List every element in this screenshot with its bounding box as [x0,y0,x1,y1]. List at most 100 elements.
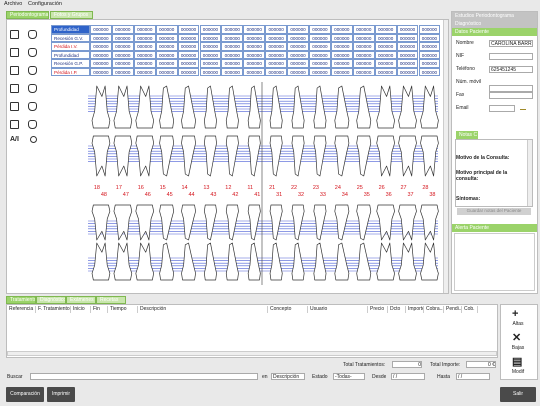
perio-cell[interactable]: 000000 [243,59,266,68]
column-header[interactable]: Pendi... [446,306,462,313]
tool-icon[interactable] [10,84,19,93]
perio-cell[interactable]: 000000 [199,67,222,76]
perio-cell[interactable]: 000000 [330,25,353,34]
tool-ai[interactable]: A/I [10,136,19,143]
bottom-tab[interactable]: Recetas [96,296,126,304]
perio-cell[interactable]: 000000 [330,50,353,59]
perio-cell[interactable]: 000000 [265,59,288,68]
tool-icon[interactable] [28,84,37,93]
perio-cell[interactable]: 000000 [221,25,244,34]
column-header[interactable]: Importe [408,306,424,313]
column-header[interactable]: Fin [91,306,108,313]
perio-cell[interactable]: 000000 [243,33,266,42]
tool-icon[interactable] [28,102,37,111]
tool-icon[interactable] [10,120,19,129]
perio-cell[interactable]: 000000 [133,59,156,68]
field-input[interactable]: 625451245 [489,66,533,73]
field-input[interactable] [489,53,533,60]
perio-cell[interactable]: 000000 [287,33,309,42]
tool-icon[interactable] [10,48,19,57]
column-header[interactable]: Concepto [268,306,308,313]
tool-icon[interactable] [10,66,19,75]
tool-icon[interactable] [28,120,37,129]
side-tab[interactable]: Estudios Periodontograma [452,12,537,20]
perio-cell[interactable]: 000000 [133,50,156,59]
column-header[interactable]: Dcto [388,306,406,313]
perio-cell[interactable]: 000000 [352,33,375,42]
perio-cell[interactable]: 000000 [374,50,397,59]
perio-cell[interactable]: 000000 [309,50,331,59]
column-header[interactable]: Cob. [462,306,478,313]
column-header[interactable]: Precio [368,306,388,313]
perio-cell[interactable]: 000000 [309,59,331,68]
column-header[interactable]: Cobra... [426,306,444,313]
menu-item[interactable]: Archivo [4,1,23,7]
search-input[interactable] [30,373,258,380]
perio-cell[interactable]: 000000 [90,42,112,51]
perio-cell[interactable]: 000000 [199,50,222,59]
print-button[interactable]: Imprimir [47,387,75,402]
row-label[interactable]: Pérdida I.V. [51,42,90,51]
perio-cell[interactable]: 000000 [111,67,134,76]
column-header[interactable]: Referencia [7,306,36,313]
perio-cell[interactable]: 000000 [374,42,397,51]
perio-cell[interactable]: 000000 [352,25,375,34]
menu-item[interactable]: Configuración [28,1,62,7]
perio-cell[interactable]: 000000 [133,33,156,42]
column-header[interactable]: F. Tratamiento [38,306,71,313]
perio-cell[interactable]: 000000 [396,42,419,51]
perio-cell[interactable]: 000000 [396,67,419,76]
perio-cell[interactable]: 000000 [265,33,288,42]
perio-cell[interactable]: 000000 [199,33,222,42]
perio-cell[interactable]: 000000 [330,42,353,51]
action-button[interactable]: Bajas [511,345,525,351]
perio-cell[interactable]: 000000 [199,59,222,68]
bottom-tab[interactable]: Tratamientos [6,296,36,304]
perio-cell[interactable]: 000000 [155,25,178,34]
perio-cell[interactable]: 000000 [90,50,112,59]
perio-cell[interactable]: 000000 [199,42,222,51]
tool-icon[interactable] [10,30,19,39]
perio-cell[interactable]: 000000 [265,42,288,51]
perio-cell[interactable]: 000000 [330,33,353,42]
perio-cell[interactable]: 000000 [418,50,441,59]
column-header[interactable]: Descripción [138,306,268,313]
perio-cell[interactable]: 000000 [396,33,419,42]
action-button[interactable]: Altas [512,321,524,327]
perio-cell[interactable]: 000000 [352,59,375,68]
perio-cell[interactable]: 000000 [396,25,419,34]
perio-cell[interactable]: 000000 [309,25,331,34]
perio-cell[interactable]: 000000 [243,25,266,34]
side-tab[interactable]: Datos Paciente [452,28,537,36]
tool-icon[interactable] [28,48,37,57]
perio-cell[interactable]: 000000 [287,25,309,34]
perio-cell[interactable]: 000000 [374,59,397,68]
tool-icon[interactable] [28,30,37,39]
perio-cell[interactable]: 000000 [330,67,353,76]
perio-cell[interactable]: 000000 [418,67,441,76]
perio-cell[interactable]: 000000 [374,67,397,76]
perio-cell[interactable]: 000000 [133,42,156,51]
perio-cell[interactable]: 000000 [221,33,244,42]
perio-cell[interactable]: 000000 [111,25,134,34]
perio-cell[interactable]: 000000 [309,42,331,51]
perio-cell[interactable]: 000000 [90,33,112,42]
row-label[interactable]: Profundidad [51,25,90,34]
tool-icon[interactable] [10,102,19,111]
perio-cell[interactable]: 000000 [221,42,244,51]
perio-cell[interactable]: 000000 [90,59,112,68]
save-notes-button[interactable]: Guardar notas del Paciente [457,208,531,215]
perio-cell[interactable]: 000000 [155,42,178,51]
perio-cell[interactable]: 000000 [243,67,266,76]
perio-cell[interactable]: 000000 [287,67,309,76]
side-tab[interactable]: Diagnóstico [452,20,537,28]
notes-tab[interactable]: Notas C [456,131,478,139]
perio-cell[interactable]: 000000 [265,25,288,34]
perio-cell[interactable]: 000000 [221,59,244,68]
perio-cell[interactable]: 000000 [396,50,419,59]
exit-button[interactable]: Salir [500,387,536,402]
perio-cell[interactable]: 000000 [90,25,112,34]
perio-cell[interactable]: 000000 [374,33,397,42]
perio-cell[interactable]: 000000 [265,50,288,59]
row-label[interactable]: Recesión G.P. [51,59,90,68]
